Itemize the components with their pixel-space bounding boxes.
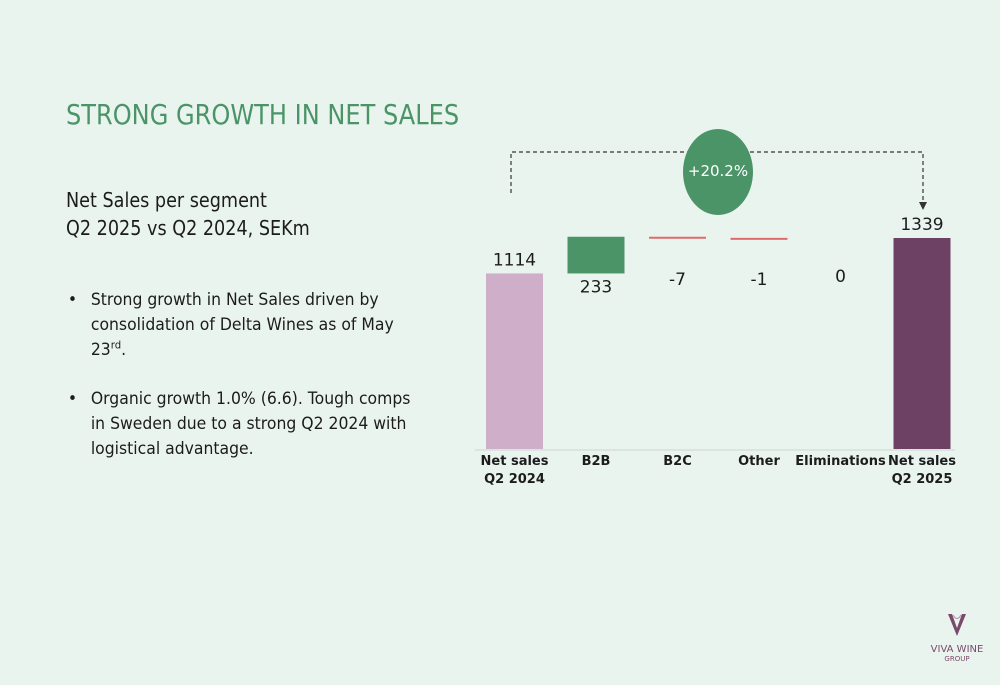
bar-2 — [649, 236, 706, 239]
bullet-superscript: rd — [110, 338, 122, 352]
data-label-3: -1 — [751, 270, 768, 290]
category-label-2-0: B2C — [663, 454, 692, 469]
data-label-0: 1114 — [493, 250, 536, 270]
bullet-item: Organic growth 1.0% (6.6). Tough comps i… — [66, 387, 425, 462]
bullet-text: Organic growth 1.0% (6.6). Tough comps i… — [90, 389, 411, 459]
data-label-1: 233 — [580, 277, 612, 297]
category-label-1-0: B2B — [582, 454, 611, 469]
company-logo: VIVA WINE GROUP — [930, 612, 984, 664]
category-label-5-0: Net sales — [888, 454, 956, 469]
category-label-3-0: Other — [738, 454, 780, 469]
subtitle-line-1: Net Sales per segment — [66, 188, 267, 212]
bullet-tail: . — [121, 340, 127, 360]
wine-glass-v-icon — [948, 614, 966, 636]
category-label-4-0: Eliminations — [795, 454, 886, 469]
bar-5 — [893, 238, 951, 449]
growth-arrow-head — [919, 202, 927, 210]
bullet-text: Strong growth in Net Sales driven by con… — [90, 290, 394, 360]
data-label-5: 1339 — [900, 215, 943, 235]
category-label-0-1: Q2 2024 — [484, 472, 545, 487]
growth-label: +20.2% — [688, 162, 748, 180]
logo-name: VIVA WINE — [930, 644, 984, 655]
bullet-list: Strong growth in Net Sales driven by con… — [66, 288, 456, 486]
data-label-4: 0 — [835, 267, 846, 287]
bar-0 — [486, 273, 543, 449]
bullet-item: Strong growth in Net Sales driven by con… — [66, 288, 425, 363]
bar-1 — [567, 236, 625, 274]
data-label-2: -7 — [669, 270, 686, 290]
category-label-5-1: Q2 2025 — [892, 472, 953, 487]
category-label-0-0: Net sales — [481, 454, 549, 469]
bar-3 — [730, 237, 788, 240]
logo-sub: GROUP — [944, 655, 970, 663]
page-title: STRONG GROWTH IN NET SALES — [66, 98, 460, 131]
chart-subtitle: Net Sales per segment Q2 2025 vs Q2 2024… — [66, 186, 310, 242]
growth-circle — [683, 129, 753, 215]
subtitle-line-2: Q2 2025 vs Q2 2024, SEKm — [66, 216, 310, 240]
